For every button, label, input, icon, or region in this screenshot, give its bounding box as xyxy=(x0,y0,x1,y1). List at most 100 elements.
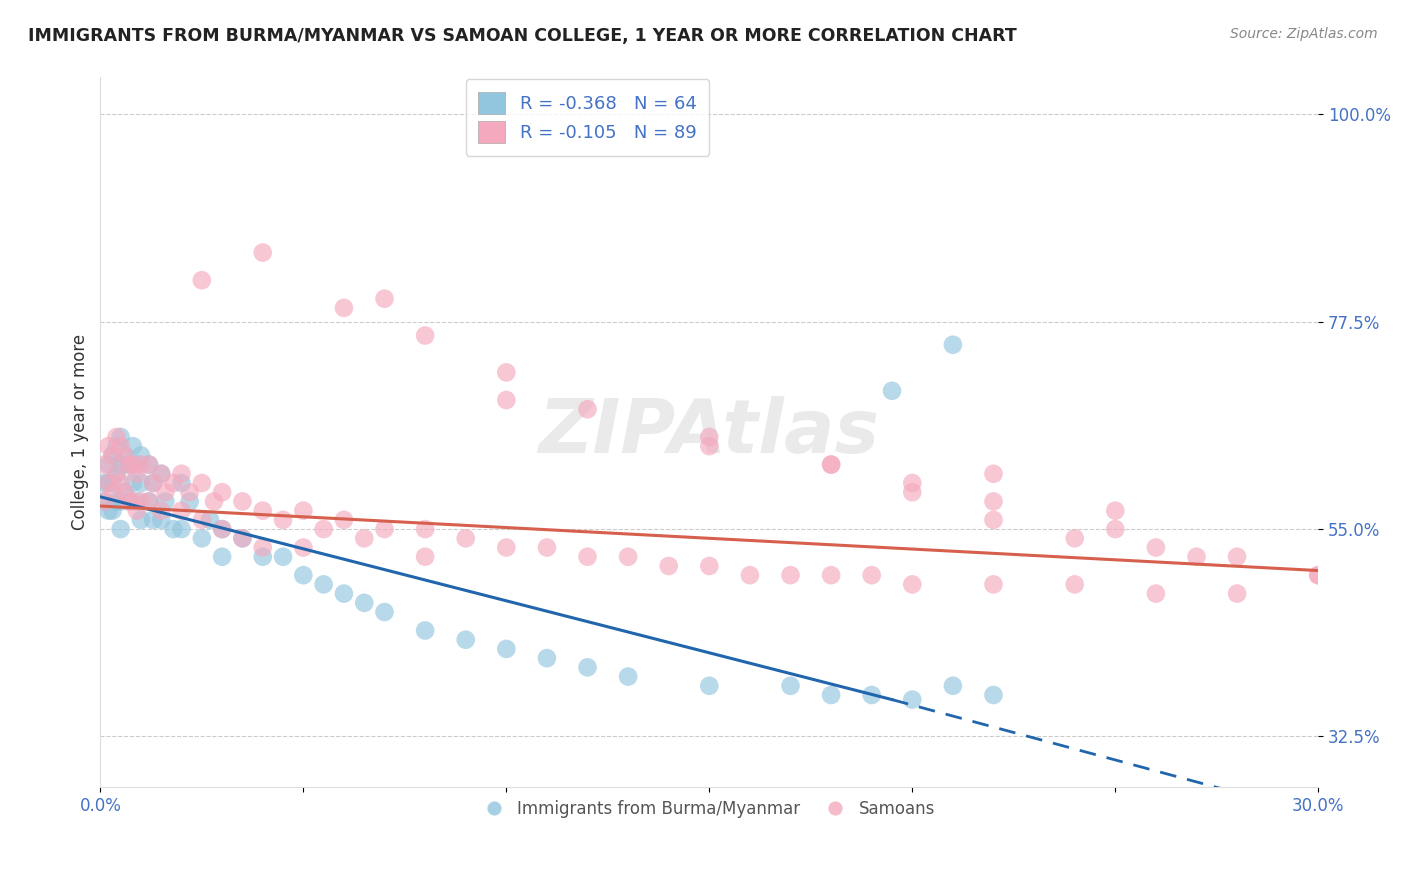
Point xyxy=(901,577,924,591)
Point xyxy=(114,485,136,500)
Point xyxy=(231,531,253,545)
Point xyxy=(110,494,132,508)
Point xyxy=(129,448,152,462)
Point xyxy=(617,669,640,683)
Point xyxy=(97,458,120,472)
Point xyxy=(129,475,152,490)
Point xyxy=(110,430,132,444)
Point xyxy=(1144,541,1167,555)
Point xyxy=(820,458,842,472)
Point xyxy=(110,439,132,453)
Point xyxy=(101,448,124,462)
Point xyxy=(162,522,184,536)
Point xyxy=(271,513,294,527)
Point xyxy=(155,485,177,500)
Point xyxy=(231,494,253,508)
Point xyxy=(162,475,184,490)
Point xyxy=(413,549,436,564)
Point xyxy=(142,475,165,490)
Point xyxy=(138,494,160,508)
Point xyxy=(271,549,294,564)
Point xyxy=(105,494,128,508)
Point xyxy=(901,692,924,706)
Point xyxy=(121,494,143,508)
Point xyxy=(860,688,883,702)
Point xyxy=(121,439,143,453)
Point xyxy=(191,531,214,545)
Point xyxy=(129,458,152,472)
Point xyxy=(125,494,148,508)
Point xyxy=(170,522,193,536)
Point xyxy=(495,541,517,555)
Point xyxy=(576,549,599,564)
Point xyxy=(820,568,842,582)
Point xyxy=(353,596,375,610)
Point xyxy=(495,365,517,379)
Point xyxy=(576,660,599,674)
Point xyxy=(292,568,315,582)
Point xyxy=(454,531,477,545)
Point xyxy=(1226,586,1249,600)
Point xyxy=(118,458,141,472)
Point xyxy=(779,679,801,693)
Point xyxy=(1144,586,1167,600)
Point xyxy=(114,448,136,462)
Point xyxy=(93,458,115,472)
Point xyxy=(312,577,335,591)
Point xyxy=(125,503,148,517)
Point xyxy=(942,337,965,351)
Point xyxy=(292,541,315,555)
Point xyxy=(202,494,225,508)
Point xyxy=(697,679,720,693)
Point xyxy=(110,475,132,490)
Point xyxy=(129,494,152,508)
Text: ZIPAtlas: ZIPAtlas xyxy=(538,396,880,469)
Point xyxy=(93,475,115,490)
Point xyxy=(101,485,124,500)
Point xyxy=(373,292,395,306)
Point xyxy=(495,641,517,656)
Point xyxy=(121,475,143,490)
Point xyxy=(170,475,193,490)
Point xyxy=(150,513,173,527)
Point xyxy=(179,494,201,508)
Point xyxy=(1104,522,1126,536)
Point xyxy=(373,605,395,619)
Point xyxy=(105,430,128,444)
Point xyxy=(292,503,315,517)
Point xyxy=(211,522,233,536)
Point xyxy=(860,568,883,582)
Point xyxy=(150,467,173,481)
Text: Source: ZipAtlas.com: Source: ZipAtlas.com xyxy=(1230,27,1378,41)
Point xyxy=(129,513,152,527)
Point xyxy=(413,624,436,638)
Point xyxy=(252,549,274,564)
Point xyxy=(101,475,124,490)
Point xyxy=(779,568,801,582)
Point xyxy=(1063,531,1085,545)
Point xyxy=(101,448,124,462)
Point xyxy=(983,467,1005,481)
Point xyxy=(880,384,903,398)
Point xyxy=(150,503,173,517)
Point xyxy=(983,494,1005,508)
Point xyxy=(138,458,160,472)
Point xyxy=(118,458,141,472)
Point xyxy=(142,513,165,527)
Point xyxy=(252,503,274,517)
Point xyxy=(191,475,214,490)
Point xyxy=(191,513,214,527)
Point xyxy=(211,522,233,536)
Point xyxy=(125,467,148,481)
Point xyxy=(495,392,517,407)
Point xyxy=(170,467,193,481)
Point xyxy=(142,475,165,490)
Y-axis label: College, 1 year or more: College, 1 year or more xyxy=(72,334,89,531)
Point xyxy=(413,328,436,343)
Point xyxy=(697,558,720,573)
Point xyxy=(373,522,395,536)
Point xyxy=(536,651,558,665)
Point xyxy=(97,439,120,453)
Point xyxy=(333,586,356,600)
Point xyxy=(118,494,141,508)
